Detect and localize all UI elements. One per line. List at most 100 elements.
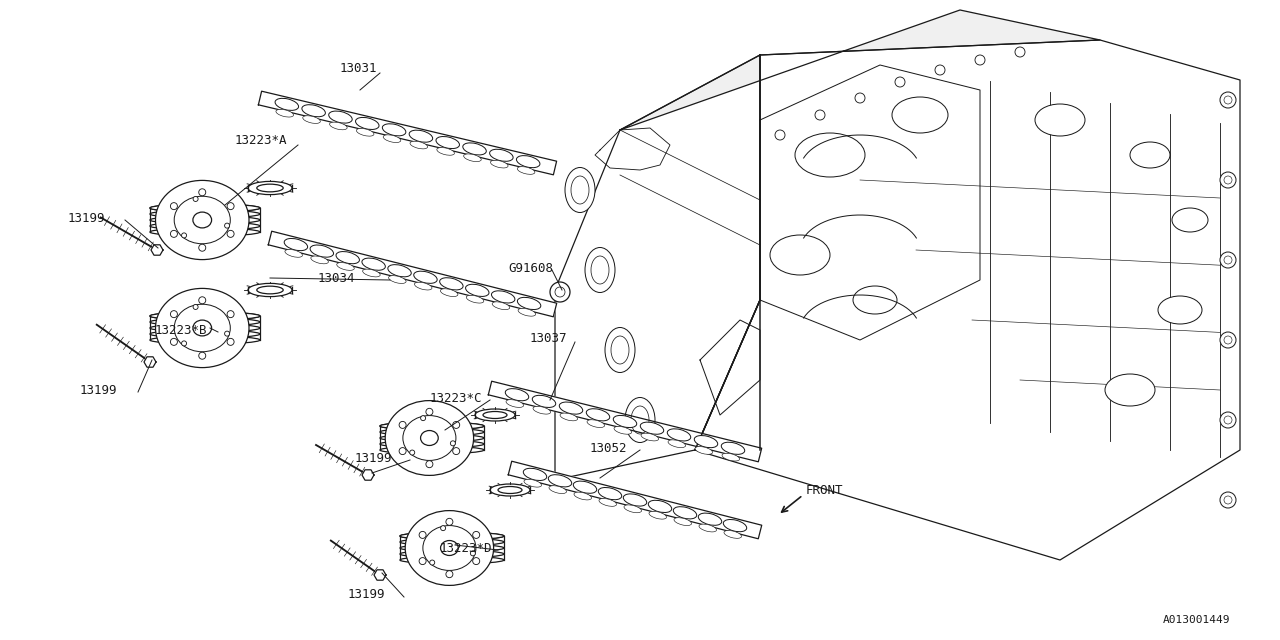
Ellipse shape: [490, 149, 513, 161]
Ellipse shape: [150, 204, 260, 212]
Ellipse shape: [174, 196, 230, 244]
Ellipse shape: [150, 228, 260, 236]
Text: A013001449: A013001449: [1162, 615, 1230, 625]
Ellipse shape: [463, 154, 481, 161]
Ellipse shape: [1036, 104, 1085, 136]
Ellipse shape: [599, 499, 617, 506]
Circle shape: [855, 93, 865, 103]
Ellipse shape: [388, 264, 411, 277]
Ellipse shape: [573, 492, 591, 500]
Ellipse shape: [699, 513, 722, 525]
Ellipse shape: [472, 531, 480, 538]
Ellipse shape: [410, 141, 428, 149]
Polygon shape: [374, 570, 387, 580]
Circle shape: [1224, 256, 1231, 264]
Ellipse shape: [445, 518, 453, 525]
Ellipse shape: [440, 541, 458, 556]
Ellipse shape: [421, 415, 426, 420]
Polygon shape: [488, 381, 762, 462]
Ellipse shape: [649, 511, 667, 519]
Ellipse shape: [463, 143, 486, 155]
Text: 13223*B: 13223*B: [155, 323, 207, 337]
Ellipse shape: [383, 124, 406, 136]
Ellipse shape: [155, 180, 250, 260]
Ellipse shape: [389, 276, 406, 284]
Ellipse shape: [170, 203, 178, 210]
Ellipse shape: [1172, 208, 1208, 232]
Circle shape: [1220, 172, 1236, 188]
Ellipse shape: [466, 295, 484, 303]
Polygon shape: [143, 357, 156, 367]
Ellipse shape: [517, 166, 535, 174]
Circle shape: [895, 77, 905, 87]
Ellipse shape: [573, 481, 596, 493]
Ellipse shape: [561, 413, 577, 420]
Ellipse shape: [248, 284, 292, 296]
Ellipse shape: [1158, 296, 1202, 324]
Ellipse shape: [224, 223, 229, 228]
Ellipse shape: [516, 156, 540, 168]
Ellipse shape: [673, 507, 696, 519]
Ellipse shape: [795, 133, 865, 177]
Ellipse shape: [605, 328, 635, 372]
Ellipse shape: [699, 524, 717, 532]
Polygon shape: [620, 10, 1100, 130]
Ellipse shape: [329, 122, 347, 130]
Ellipse shape: [472, 557, 480, 564]
Ellipse shape: [150, 312, 260, 320]
Ellipse shape: [362, 258, 385, 270]
Ellipse shape: [439, 278, 463, 290]
Ellipse shape: [198, 189, 206, 196]
Ellipse shape: [403, 415, 456, 460]
Text: 13031: 13031: [340, 61, 378, 74]
Ellipse shape: [675, 518, 691, 525]
Ellipse shape: [559, 402, 582, 414]
Ellipse shape: [440, 525, 445, 531]
Ellipse shape: [385, 401, 474, 476]
Ellipse shape: [182, 341, 187, 346]
Ellipse shape: [571, 176, 589, 204]
Circle shape: [975, 55, 986, 65]
Ellipse shape: [518, 308, 535, 316]
Ellipse shape: [356, 129, 374, 136]
Ellipse shape: [311, 256, 329, 264]
Ellipse shape: [257, 184, 283, 192]
Ellipse shape: [380, 422, 484, 430]
Polygon shape: [508, 461, 762, 539]
Ellipse shape: [224, 331, 229, 336]
Text: 13199: 13199: [79, 383, 118, 397]
Text: 13199: 13199: [68, 211, 105, 225]
Circle shape: [1224, 496, 1231, 504]
Circle shape: [1220, 92, 1236, 108]
Ellipse shape: [406, 511, 494, 586]
Ellipse shape: [337, 252, 360, 264]
Ellipse shape: [302, 105, 325, 116]
Ellipse shape: [667, 429, 691, 441]
Circle shape: [1220, 492, 1236, 508]
Ellipse shape: [329, 111, 352, 123]
Ellipse shape: [586, 409, 609, 421]
Text: FRONT: FRONT: [806, 483, 844, 497]
Circle shape: [1015, 47, 1025, 57]
Ellipse shape: [410, 450, 415, 455]
Ellipse shape: [524, 479, 541, 487]
Ellipse shape: [613, 415, 636, 428]
Ellipse shape: [410, 130, 433, 142]
Ellipse shape: [564, 168, 595, 212]
Ellipse shape: [506, 399, 524, 408]
Ellipse shape: [524, 468, 547, 481]
Ellipse shape: [399, 532, 504, 540]
Ellipse shape: [623, 505, 641, 513]
Circle shape: [1220, 252, 1236, 268]
Ellipse shape: [170, 230, 178, 237]
Ellipse shape: [466, 284, 489, 296]
Ellipse shape: [694, 436, 718, 447]
Ellipse shape: [285, 250, 302, 257]
Ellipse shape: [399, 421, 406, 428]
Ellipse shape: [430, 560, 435, 565]
Ellipse shape: [771, 235, 829, 275]
Ellipse shape: [193, 196, 198, 202]
Ellipse shape: [453, 421, 460, 428]
Circle shape: [1224, 176, 1231, 184]
Ellipse shape: [227, 339, 234, 346]
